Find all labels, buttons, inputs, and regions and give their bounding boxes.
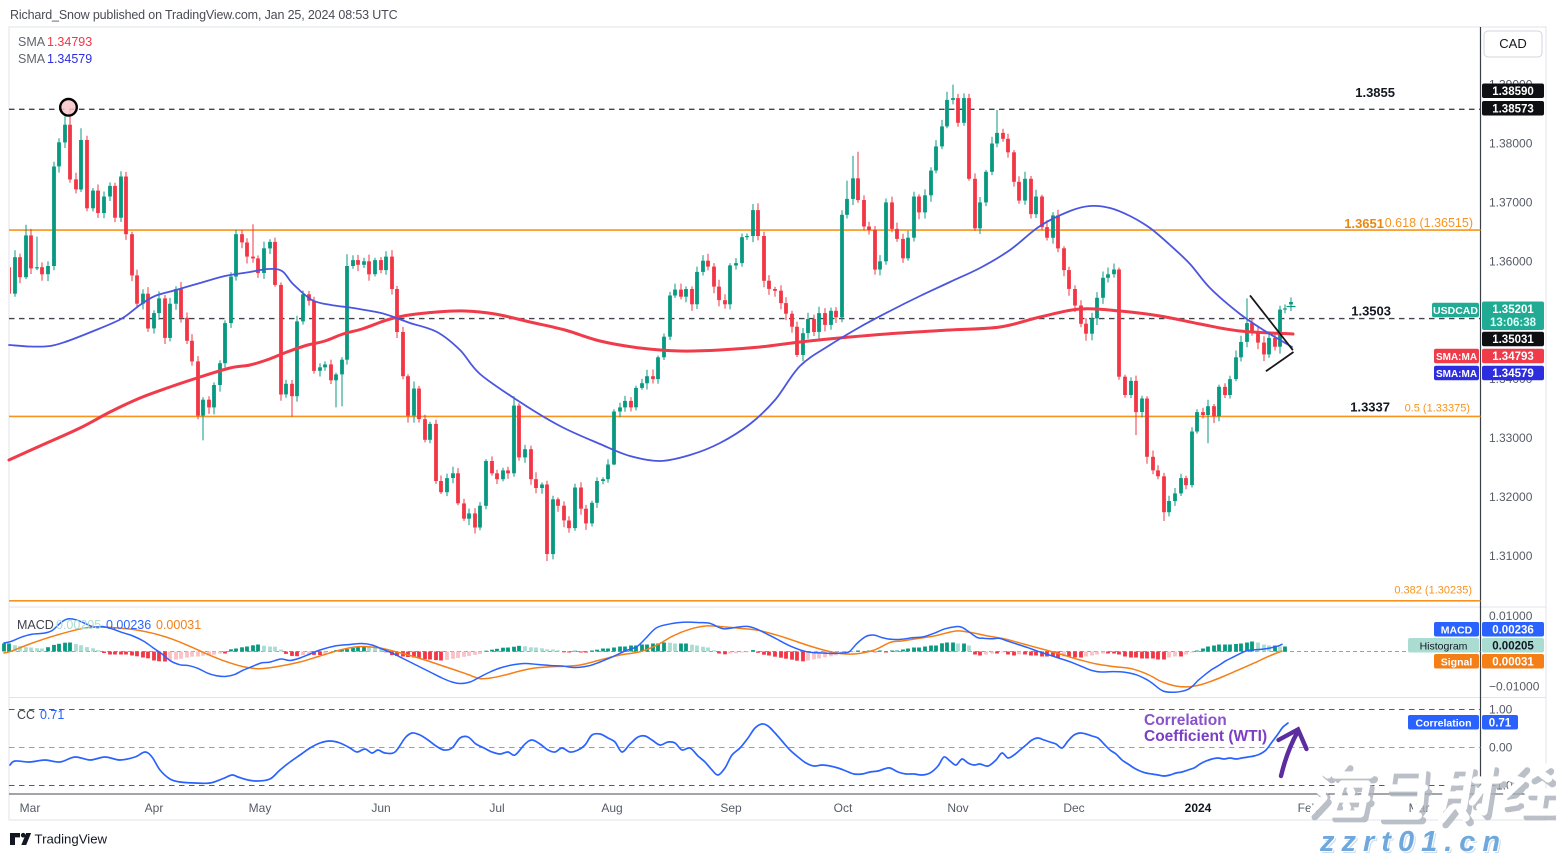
svg-text:13:06:38: 13:06:38 [1490,317,1537,329]
svg-text:1.38000: 1.38000 [1489,137,1533,151]
svg-text:0.00031: 0.00031 [156,618,201,632]
svg-text:Nov: Nov [947,801,968,815]
svg-text:1.38573: 1.38573 [1492,103,1534,115]
svg-text:Oct: Oct [834,801,853,815]
svg-text:1.35201: 1.35201 [1492,304,1534,316]
svg-text:Apr: Apr [145,801,164,815]
svg-text:MACD: MACD [17,618,54,632]
svg-text:1.36000: 1.36000 [1489,254,1533,268]
svg-text:0.382 (1.30235): 0.382 (1.30235) [1394,585,1472,597]
svg-text:1.34793: 1.34793 [1492,351,1534,363]
svg-text:2024: 2024 [1185,801,1212,815]
svg-text:Sep: Sep [720,801,742,815]
svg-text:Richard_Snow published on Trad: Richard_Snow published on TradingView.co… [10,8,398,22]
svg-text:Mar: Mar [20,801,41,815]
svg-text:0.618 (1.36515): 0.618 (1.36515) [1385,216,1473,230]
svg-text:SMA:MA: SMA:MA [1436,369,1477,380]
svg-text:Signal: Signal [1441,656,1473,668]
svg-text:Histogram: Histogram [1420,640,1468,652]
svg-text:0.00205: 0.00205 [1492,640,1534,652]
svg-text:0.00205: 0.00205 [56,618,101,632]
svg-text:SMA:MA: SMA:MA [1436,352,1477,363]
svg-text:0.5 (1.33375): 0.5 (1.33375) [1405,403,1470,415]
svg-text:1.38590: 1.38590 [1492,86,1534,98]
svg-text:1.3855: 1.3855 [1355,85,1395,100]
svg-text:0.00031: 0.00031 [1492,656,1534,668]
svg-text:0.00236: 0.00236 [106,618,151,632]
svg-text:1.34793: 1.34793 [47,35,92,49]
svg-text:1.32000: 1.32000 [1489,490,1533,504]
svg-text:Dec: Dec [1063,801,1084,815]
svg-text:Coefficient (WTI): Coefficient (WTI) [1144,728,1267,745]
svg-text:TradingView: TradingView [35,832,108,847]
svg-text:Jul: Jul [489,801,504,815]
svg-text:USDCAD: USDCAD [1433,305,1478,317]
svg-text:Correlation: Correlation [1415,717,1471,729]
svg-text:−0.01000: −0.01000 [1489,680,1540,694]
svg-text:Correlation: Correlation [1144,712,1227,729]
svg-text:CAD: CAD [1499,36,1526,51]
svg-text:MACD: MACD [1441,624,1473,636]
svg-text:Aug: Aug [601,801,622,815]
svg-text:SMA: SMA [18,35,46,49]
svg-text:1.00: 1.00 [1489,703,1513,717]
svg-text:CC: CC [17,708,35,722]
svg-text:1.34579: 1.34579 [1492,368,1534,380]
svg-text:Jun: Jun [371,801,390,815]
svg-text:0.71: 0.71 [40,708,64,722]
svg-text:1.35031: 1.35031 [1492,334,1534,346]
svg-text:1.3337: 1.3337 [1350,400,1390,415]
svg-text:1.37000: 1.37000 [1489,195,1533,209]
svg-text:May: May [249,801,272,815]
svg-text:1.31000: 1.31000 [1489,549,1533,563]
svg-text:0.00236: 0.00236 [1492,624,1534,636]
svg-text:1.33000: 1.33000 [1489,431,1533,445]
svg-text:0.01000: 0.01000 [1489,609,1533,623]
svg-text:0.00: 0.00 [1489,741,1513,755]
svg-text:1.3651: 1.3651 [1344,216,1384,231]
svg-text:0.71: 0.71 [1489,717,1512,729]
svg-text:1.34579: 1.34579 [47,52,92,66]
svg-text:1.3503: 1.3503 [1351,304,1391,319]
svg-text:SMA: SMA [18,52,46,66]
